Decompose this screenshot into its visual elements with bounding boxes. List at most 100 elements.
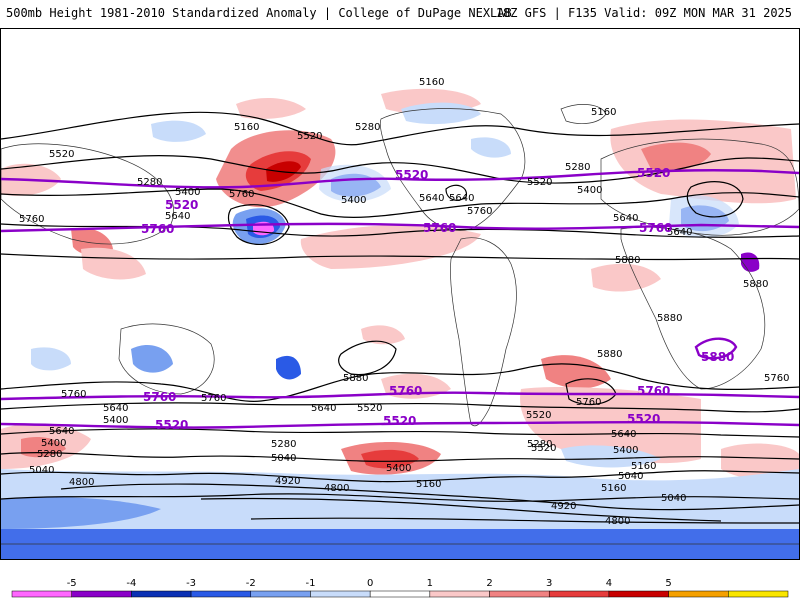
contour-label-key: 5760 (143, 390, 176, 404)
contour-label: 5520 (297, 131, 322, 142)
contour-label: 5520 (49, 149, 74, 160)
contour-label: 5880 (743, 279, 768, 290)
colorbar-swatch (728, 590, 789, 598)
contour-label: 5760 (576, 397, 601, 408)
positive-anomaly-shading (1, 88, 799, 481)
contour-label: 5400 (386, 463, 411, 474)
colorbar-swatch (250, 590, 311, 598)
contour-label: 5640 (449, 193, 474, 204)
contour-label: 5640 (667, 227, 692, 238)
colorbar-swatch (429, 590, 490, 598)
model-run-info: 18Z GFS | F135 Valid: 09Z MON MAR 31 202… (495, 6, 792, 20)
contour-label-key: 5520 (155, 418, 188, 432)
contour-label: 5640 (419, 193, 444, 204)
colorbar-swatch (668, 590, 729, 598)
contour-label-key: 5760 (423, 221, 456, 235)
contour-label: 5760 (61, 389, 86, 400)
contour-label: 5640 (611, 429, 636, 440)
contour-label: 4920 (551, 501, 576, 512)
contour-label: 5880 (343, 373, 368, 384)
contour-label: 5760 (764, 373, 789, 384)
contour-label: 4800 (324, 483, 349, 494)
colorbar-ticks: -5 -4 -3 -2 -1 0 1 2 3 4 5 (67, 578, 672, 589)
contour-label: 5640 (613, 213, 638, 224)
contour-label: 5760 (201, 393, 226, 404)
contour-label: 5880 (597, 349, 622, 360)
contour-label-key: 5880 (701, 350, 734, 364)
contour-label: 5040 (29, 465, 54, 476)
contour-label: 5640 (165, 211, 190, 222)
contour-label-key: 5520 (627, 412, 660, 426)
contour-label-key: 5760 (141, 222, 174, 236)
contour-label-key: 5520 (395, 168, 428, 182)
colorbar-tick-label: 4 (606, 578, 612, 589)
colorbar-tick-label: -5 (67, 578, 77, 589)
contour-label: 5880 (657, 313, 682, 324)
colorbar-swatch (548, 590, 610, 598)
colorbar-tick-label: -1 (305, 578, 315, 589)
anomaly-colorbar: -5 -4 -3 -2 -1 0 1 2 3 4 5 (11, 578, 789, 598)
colorbar-swatches (11, 590, 789, 598)
contour-label: 5280 (527, 439, 552, 450)
contour-label: 5400 (613, 445, 638, 456)
coastlines (1, 104, 799, 545)
colorbar-swatch (608, 590, 669, 598)
colorbar-tick-label: -3 (186, 578, 196, 589)
contour-label: 5040 (271, 453, 296, 464)
contour-label: 5760 (19, 214, 44, 225)
contour-label-key: 5520 (637, 166, 670, 180)
contour-label-key: 5760 (637, 384, 670, 398)
colorbar-swatch (11, 590, 72, 598)
contour-label: 4800 (69, 477, 94, 488)
contour-label: 5280 (37, 449, 62, 460)
colorbar-tick-label: 2 (486, 578, 492, 589)
negative-anomaly-shading (1, 102, 799, 559)
contour-label: 5520 (531, 443, 556, 454)
colorbar-swatch (310, 590, 371, 598)
contour-label-key: 5520 (165, 198, 198, 212)
anomaly-map: 5160 5160 5160 5520 5520 5280 5280 5400 … (0, 28, 800, 560)
colorbar-swatch (369, 590, 431, 598)
contour-label: 4920 (275, 476, 300, 487)
contour-label: 5280 (355, 122, 380, 133)
contour-label: 5520 (526, 410, 551, 421)
contour-label: 5160 (601, 483, 626, 494)
contour-label: 5400 (41, 438, 66, 449)
contour-label: 5160 (234, 122, 259, 133)
colorbar-tick-label: 1 (427, 578, 433, 589)
contour-label-key: 5520 (383, 414, 416, 428)
contour-label-key: 5760 (389, 384, 422, 398)
contour-label: 5160 (416, 479, 441, 490)
height-contours (1, 111, 799, 524)
contour-label: 5160 (631, 461, 656, 472)
contour-label: 5280 (137, 177, 162, 188)
contour-label: 5520 (357, 403, 382, 414)
contour-label-key: 5760 (639, 221, 672, 235)
colorbar-tick-label: 0 (367, 578, 373, 589)
contour-label: 5400 (577, 185, 602, 196)
contour-label: 5160 (419, 77, 444, 88)
contour-label: 5760 (467, 206, 492, 217)
contour-label: 5040 (661, 493, 686, 504)
colorbar-swatch (131, 590, 192, 598)
colorbar-swatch (489, 590, 550, 598)
colorbar-swatch (71, 590, 132, 598)
contour-label: 5640 (49, 426, 74, 437)
contour-label: 5160 (591, 107, 616, 118)
contour-label: 5640 (103, 403, 128, 414)
colorbar-tick-label: -4 (126, 578, 136, 589)
colorbar-tick-label: 5 (665, 578, 671, 589)
contour-label: 5280 (565, 162, 590, 173)
contour-label: 5880 (615, 255, 640, 266)
contour-labels-black: 5160 5160 5160 5520 5520 5280 5280 5400 … (19, 77, 789, 527)
contour-label: 5400 (175, 187, 200, 198)
contour-label: 5760 (229, 189, 254, 200)
contour-label: 5280 (271, 439, 296, 450)
contour-label: 5520 (527, 177, 552, 188)
contour-label: 5400 (103, 415, 128, 426)
colorbar-tick-label: -2 (246, 578, 256, 589)
colorbar-swatch (190, 590, 252, 598)
contour-label: 5040 (618, 471, 643, 482)
key-contours-5520-5760 (1, 169, 799, 429)
colorbar-tick-label: 3 (546, 578, 552, 589)
